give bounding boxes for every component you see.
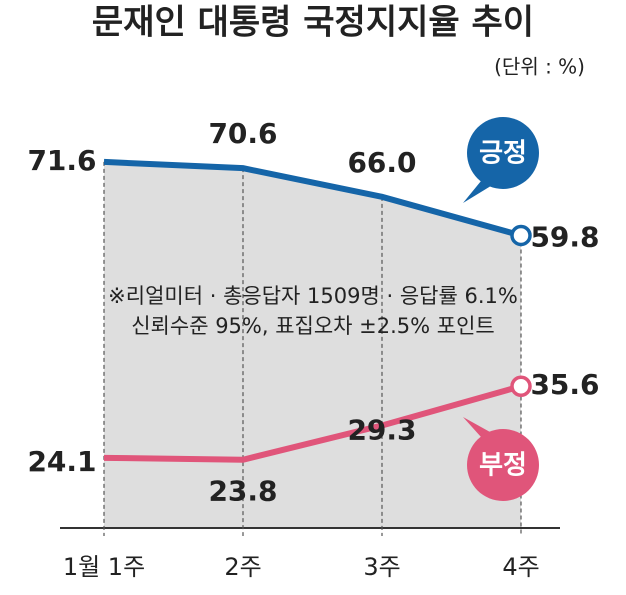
data-label: 71.6 (27, 144, 96, 177)
data-label: 59.8 (530, 220, 599, 253)
data-label: 24.1 (27, 445, 96, 478)
data-label: 66.0 (347, 146, 416, 179)
data-label: 70.6 (208, 117, 277, 150)
legend-bubble (467, 117, 539, 189)
area (104, 161, 521, 528)
data-label: 35.6 (530, 368, 599, 401)
x-tick-label: 3주 (363, 553, 400, 581)
x-tick-label: 1월 1주 (63, 553, 145, 581)
line (103, 158, 522, 239)
data-label: 29.3 (347, 413, 416, 446)
data-label: 23.8 (208, 475, 277, 508)
x-tick-label: 2주 (224, 553, 261, 581)
annotation: 신뢰수준 95%, 표집오차 ±2.5% 포인트 (131, 314, 495, 338)
legend-label: 부정 (479, 451, 527, 481)
legend-label: 긍정 (479, 139, 527, 169)
x-tick-label: 4주 (502, 553, 539, 581)
legend-bubble (467, 429, 539, 501)
chart-title: 문재인 대통령 국정지지율 추이 (92, 3, 534, 43)
end-point (510, 224, 532, 247)
line (103, 383, 522, 463)
end-point (510, 375, 532, 397)
chart-subtitle: (단위 : %) (494, 55, 585, 79)
annotation: ※리얼미터 · 총응답자 1509명 · 응답률 6.1% (108, 284, 518, 308)
